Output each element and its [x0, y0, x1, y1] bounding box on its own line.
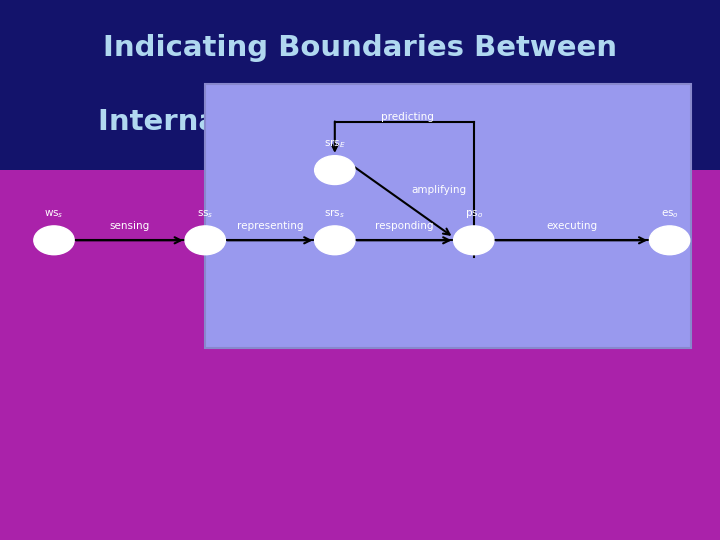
- Ellipse shape: [454, 226, 494, 255]
- Text: Internal and External Processes: Internal and External Processes: [98, 109, 622, 137]
- Ellipse shape: [315, 156, 355, 185]
- Text: srs$_{s}$: srs$_{s}$: [325, 208, 345, 220]
- Text: ps$_{o}$: ps$_{o}$: [464, 208, 483, 220]
- Text: amplifying: amplifying: [412, 185, 467, 195]
- Text: sensing: sensing: [109, 221, 150, 232]
- Text: Indicating Boundaries Between: Indicating Boundaries Between: [103, 33, 617, 62]
- Text: predicting: predicting: [381, 111, 434, 122]
- Ellipse shape: [34, 226, 74, 255]
- Text: srs$_{E}$: srs$_{E}$: [324, 138, 346, 150]
- Ellipse shape: [315, 226, 355, 255]
- Text: responding: responding: [375, 221, 434, 232]
- Text: es$_{o}$: es$_{o}$: [660, 208, 679, 220]
- Bar: [0, 0, 720, 170]
- Ellipse shape: [185, 226, 225, 255]
- Bar: [205, 84, 691, 348]
- Text: ss$_{s}$: ss$_{s}$: [197, 208, 213, 220]
- Text: ws$_{s}$: ws$_{s}$: [44, 208, 64, 220]
- Ellipse shape: [649, 226, 690, 255]
- Text: representing: representing: [237, 221, 303, 232]
- Text: executing: executing: [546, 221, 598, 232]
